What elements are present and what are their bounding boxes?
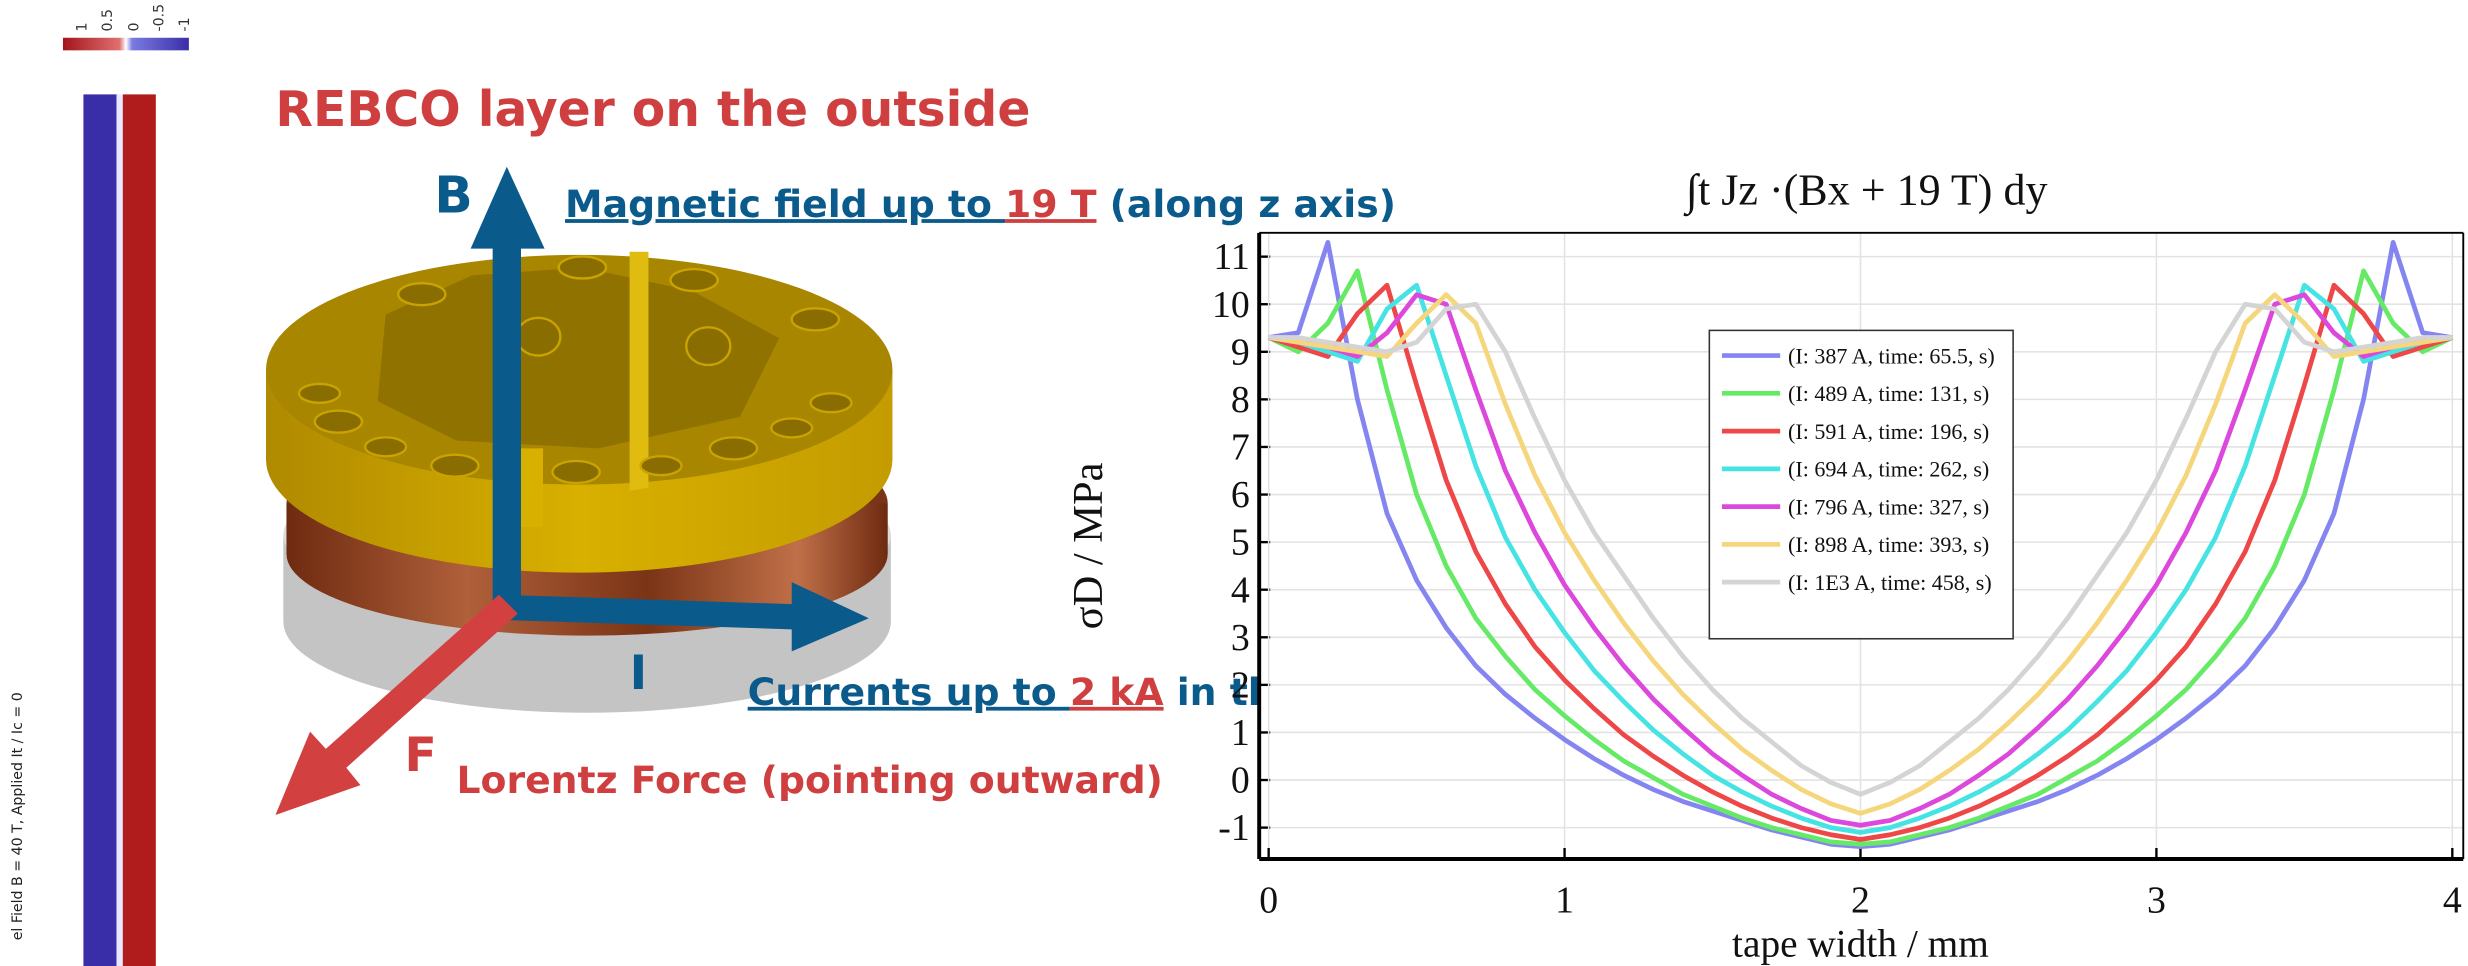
y-tick-label: 9: [1231, 331, 1250, 373]
arrow-i: [500, 582, 869, 652]
holder-cavity: [377, 267, 780, 449]
stripe-white: [116, 94, 123, 966]
holder-slot: [629, 251, 649, 491]
y-tick-label: 1: [1231, 712, 1250, 754]
x-tick-label: 2: [1851, 880, 1870, 922]
y-tick-label: 10: [1212, 284, 1250, 326]
current-text-part: Currents up to: [748, 670, 1070, 714]
series-line: [1268, 240, 2453, 850]
legend: (I: 387 A, time: 65.5, s) (I: 489 A, time…: [1708, 329, 2014, 640]
colorbar-tick: 0: [127, 22, 143, 31]
arrow-b: [470, 166, 545, 606]
holder-holes: [297, 255, 853, 485]
y-tick-label: 2: [1231, 664, 1250, 706]
holder-slot: [519, 448, 544, 528]
x-tick-label: 0: [1259, 880, 1278, 922]
x-axis-label: tape width / mm: [1732, 922, 1989, 966]
stripe-blue: [83, 94, 119, 966]
colorbar-tick: 0.5: [100, 9, 116, 32]
colorbar-tick: -0.5: [152, 4, 168, 32]
series-line: [1268, 292, 2453, 816]
field-text: Magnetic field up to 19 T (along z axis): [565, 182, 1396, 226]
legend-box: [1708, 329, 2014, 640]
field-text-part: (along z axis): [1097, 182, 1396, 226]
colorbar-tick: 1: [75, 22, 91, 31]
x-tick-label: 4: [2443, 880, 2462, 922]
y-tick-label: 4: [1231, 569, 1250, 611]
force-text: Lorentz Force (pointing outward): [456, 758, 1162, 802]
legend-label: (I: 796 A, time: 327, s): [1788, 494, 1989, 519]
series-line: [1268, 292, 2453, 828]
series-line: [1267, 282, 2454, 842]
series-line: [1268, 282, 2453, 835]
chart: ∫t Jz ·(Bx + 19 T) dy tape width / mm σD…: [1065, 166, 2465, 966]
series-line: [1267, 268, 2454, 847]
y-tick-label: 0: [1231, 760, 1250, 802]
legend-label: (I: 591 A, time: 196, s): [1788, 419, 1989, 444]
y-axis-label: σD / MPa: [1065, 462, 1112, 629]
legend-label: (I: 1E3 A, time: 458, s): [1788, 570, 1992, 595]
colorbar-caption: el Field B = 40 T, Applied It / Ic = 0: [10, 692, 26, 940]
legend-label: (I: 489 A, time: 131, s): [1788, 381, 1989, 406]
colorbar-gradient: [62, 37, 189, 51]
chart-title: ∫t Jz ·(Bx + 19 T) dy: [1683, 166, 2048, 217]
colorbar: 1 0.5 0 -0.5 -1 el Field B = 40 T, Appli…: [10, 4, 193, 966]
y-tick-label: 8: [1231, 379, 1250, 421]
y-tick-label: 3: [1231, 617, 1250, 659]
y-tick-label: 11: [1213, 236, 1249, 278]
b-label: B: [434, 165, 472, 224]
y-tick-label: -1: [1218, 807, 1249, 849]
f-label: F: [405, 728, 437, 783]
y-tick-label: 7: [1231, 427, 1250, 469]
field-text-part: 19 T: [1005, 182, 1097, 226]
x-tick-label: 1: [1555, 880, 1574, 922]
legend-label: (I: 898 A, time: 393, s): [1788, 532, 1989, 557]
heading: REBCO layer on the outside: [275, 81, 1030, 138]
current-text-part: 2 kA: [1070, 670, 1165, 714]
arrow-f: [275, 594, 518, 815]
legend-label: (I: 387 A, time: 65.5, s): [1788, 343, 1995, 368]
x-tick-label: 3: [2147, 880, 2166, 922]
i-label: I: [630, 646, 648, 701]
series-line: [1268, 301, 2453, 797]
legend-label: (I: 694 A, time: 262, s): [1788, 457, 1989, 482]
coil-illustration: REBCO layer on the outside B Magnetic fi…: [266, 81, 1493, 815]
y-tick-label: 5: [1231, 522, 1250, 564]
stripe-red: [122, 94, 156, 966]
y-tick-label: 6: [1231, 474, 1250, 516]
colorbar-tick: -1: [177, 17, 193, 31]
field-text-part: Magnetic field up to: [565, 182, 1005, 226]
